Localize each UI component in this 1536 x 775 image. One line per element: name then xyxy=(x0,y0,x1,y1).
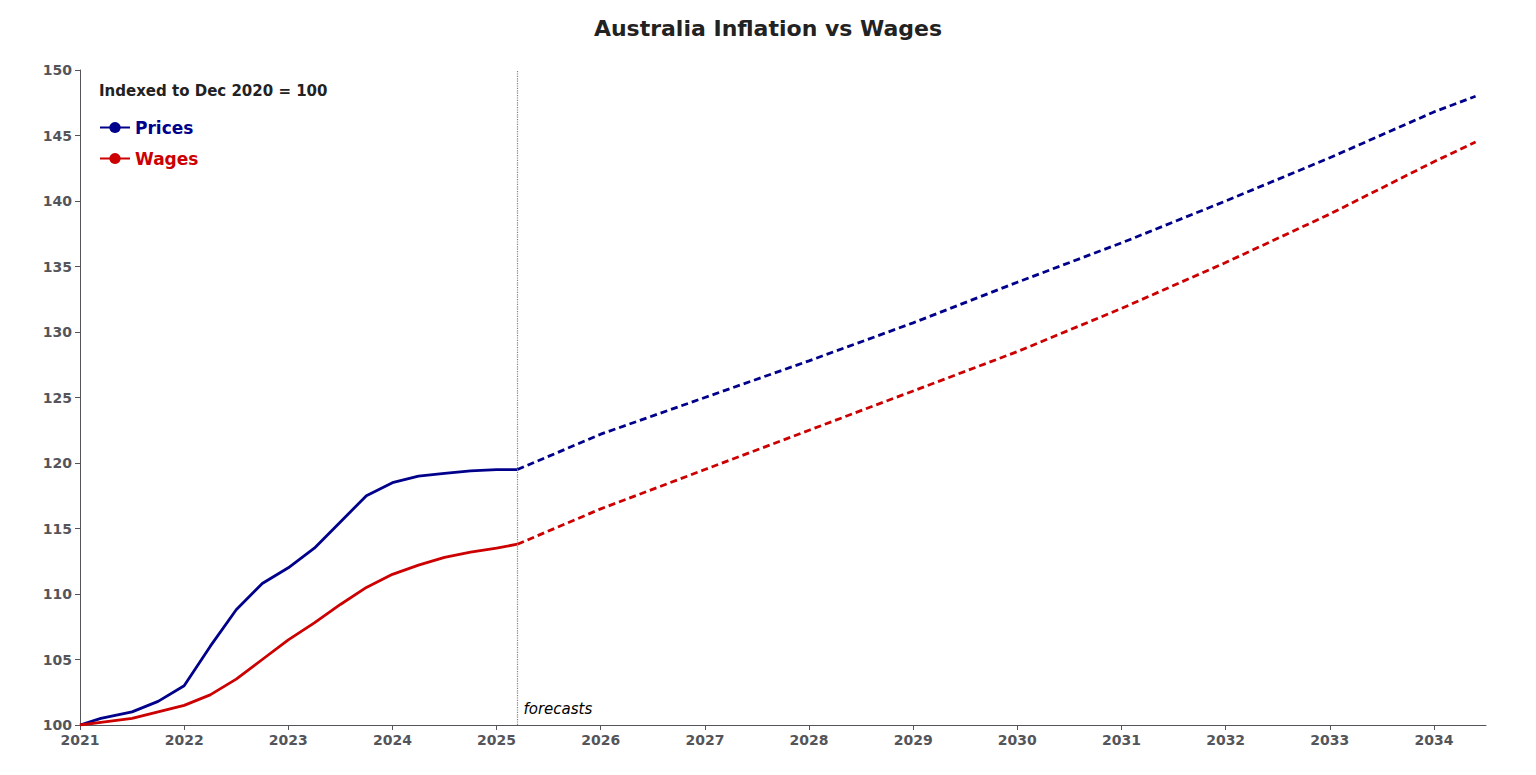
svg-text:125: 125 xyxy=(43,390,72,406)
svg-text:forecasts: forecasts xyxy=(523,700,592,718)
svg-text:2026: 2026 xyxy=(581,732,620,748)
svg-text:Australia Inflation vs Wages: Australia Inflation vs Wages xyxy=(594,16,942,41)
svg-text:150: 150 xyxy=(43,62,72,78)
svg-text:2022: 2022 xyxy=(165,732,204,748)
svg-text:120: 120 xyxy=(43,455,72,471)
svg-text:115: 115 xyxy=(43,521,72,537)
svg-text:145: 145 xyxy=(43,128,72,144)
svg-text:2028: 2028 xyxy=(790,732,829,748)
svg-text:Wages: Wages xyxy=(135,149,198,169)
svg-text:2023: 2023 xyxy=(269,732,308,748)
svg-text:105: 105 xyxy=(43,652,72,668)
svg-text:Indexed to Dec 2020 = 100: Indexed to Dec 2020 = 100 xyxy=(99,82,328,100)
svg-text:100: 100 xyxy=(43,717,72,733)
svg-text:2033: 2033 xyxy=(1310,732,1349,748)
svg-text:2031: 2031 xyxy=(1102,732,1141,748)
svg-text:135: 135 xyxy=(43,259,72,275)
svg-text:2021: 2021 xyxy=(61,732,100,748)
svg-text:Prices: Prices xyxy=(135,118,193,138)
svg-text:2030: 2030 xyxy=(998,732,1037,748)
svg-text:2032: 2032 xyxy=(1206,732,1245,748)
svg-text:2034: 2034 xyxy=(1414,732,1453,748)
svg-text:2027: 2027 xyxy=(685,732,724,748)
svg-text:140: 140 xyxy=(43,193,72,209)
svg-text:2024: 2024 xyxy=(373,732,412,748)
svg-text:130: 130 xyxy=(43,324,72,340)
svg-text:2025: 2025 xyxy=(477,732,516,748)
svg-text:2029: 2029 xyxy=(894,732,933,748)
svg-text:110: 110 xyxy=(43,586,72,602)
